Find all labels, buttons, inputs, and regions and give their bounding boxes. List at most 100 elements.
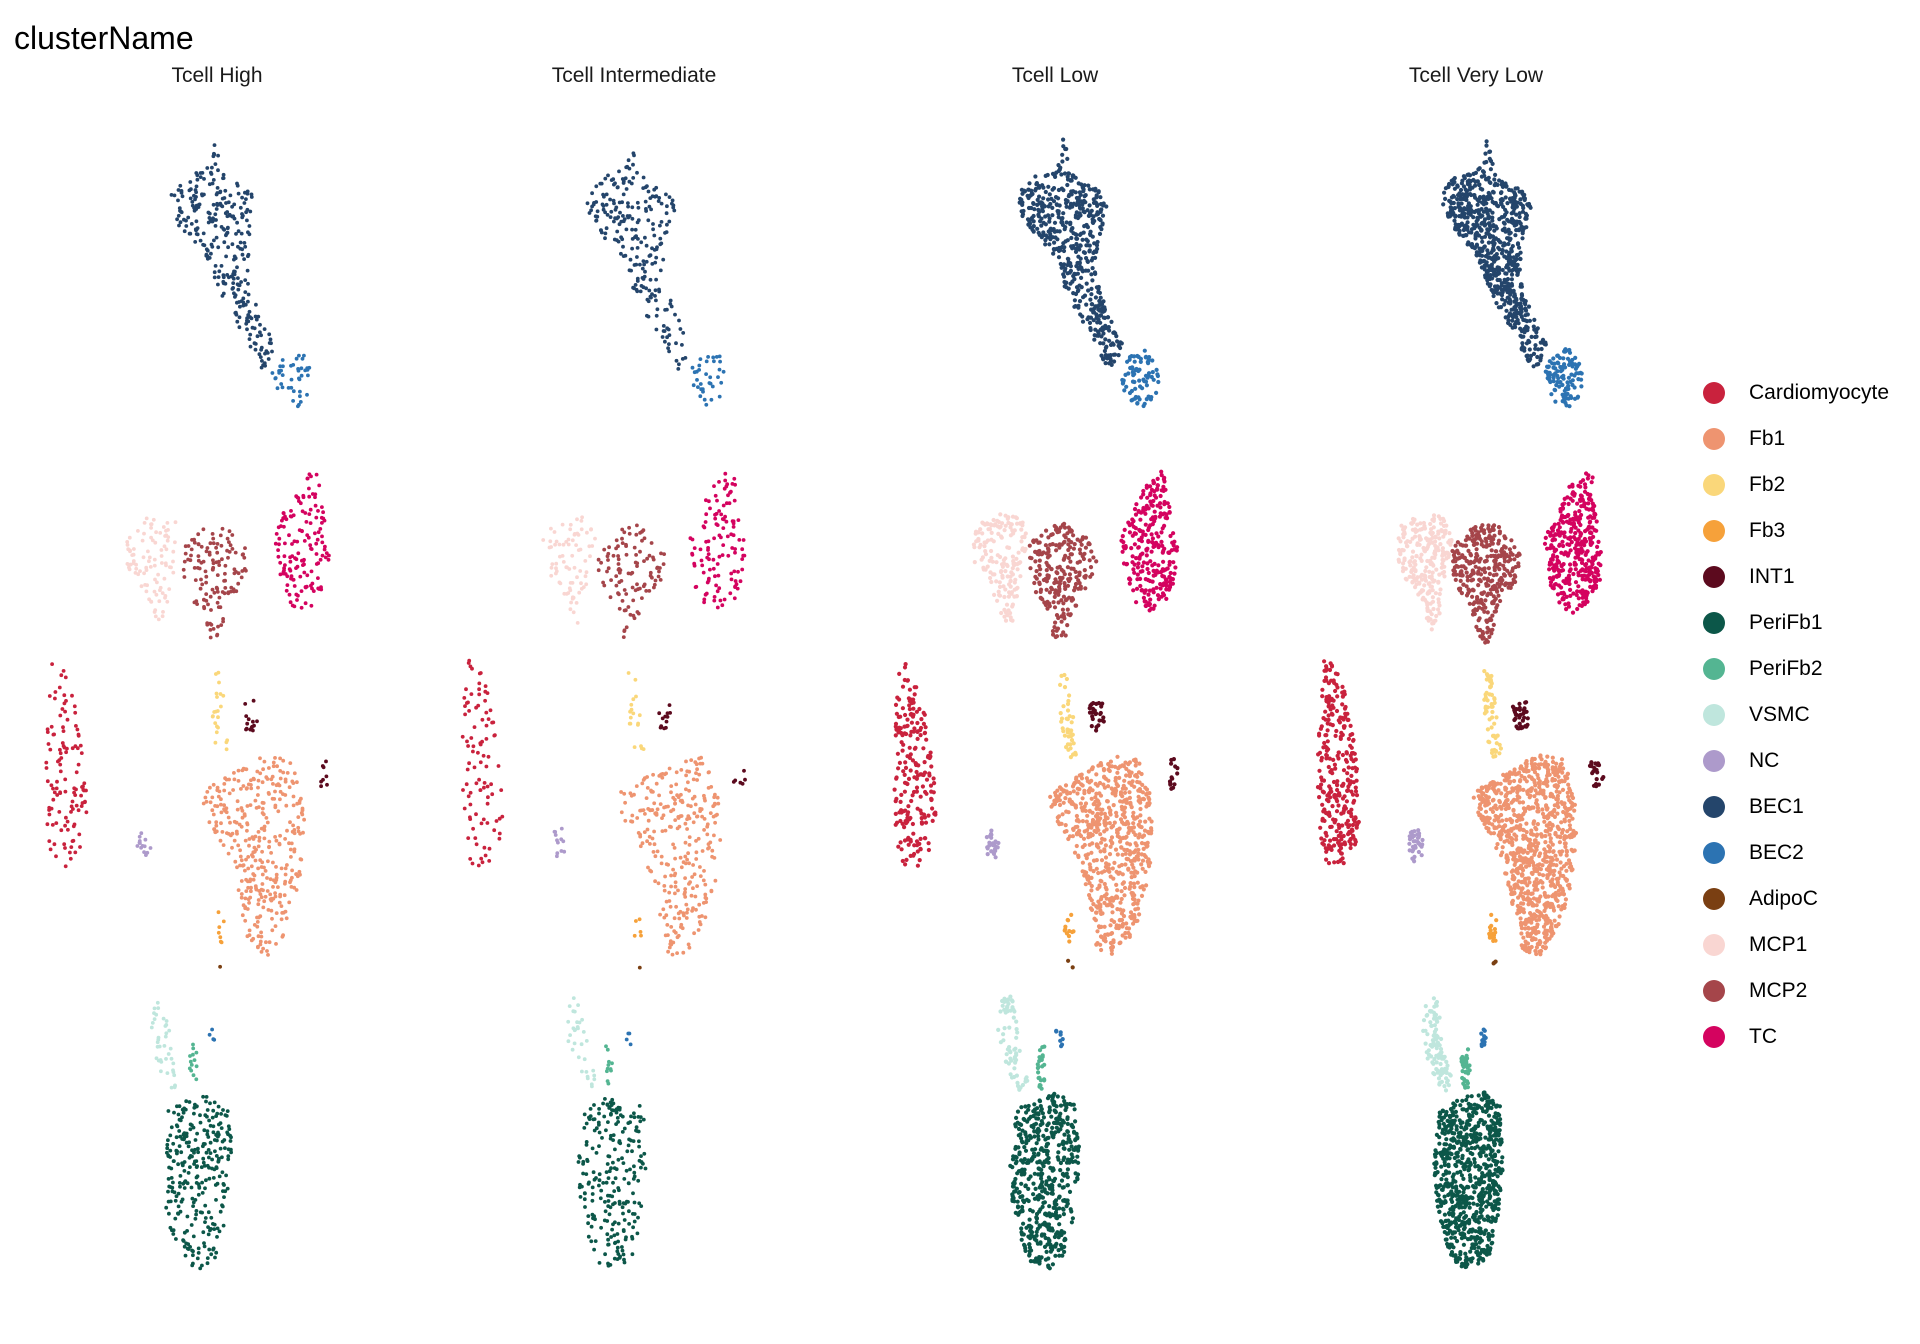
cell-point: [198, 1120, 203, 1125]
cell-point: [994, 579, 999, 584]
cell-point: [1083, 535, 1089, 540]
cell-point: [182, 229, 187, 234]
facet-label: Tcell Low: [1012, 64, 1099, 87]
cell-point: [485, 801, 490, 806]
cell-point: [641, 277, 646, 281]
cell-point: [607, 1059, 611, 1064]
cell-point: [556, 840, 560, 845]
cell-point: [608, 1136, 613, 1141]
cell-point: [1146, 830, 1151, 835]
cell-point: [176, 198, 180, 203]
cell-point: [300, 529, 304, 534]
cell-point: [1069, 189, 1074, 194]
cell-point: [141, 555, 146, 560]
cell-point: [220, 1204, 225, 1209]
cell-point: [609, 1111, 613, 1116]
cell-point: [278, 364, 283, 369]
cell-point: [1113, 778, 1118, 783]
cell-point: [300, 509, 305, 514]
cell-point: [201, 1230, 206, 1235]
cell-point: [223, 211, 228, 216]
cell-point: [631, 711, 636, 716]
cell-point: [1124, 797, 1129, 802]
cell-point: [680, 926, 685, 931]
cell-point: [599, 560, 603, 565]
cell-point: [246, 252, 251, 257]
cell-point: [214, 691, 219, 696]
cell-point: [249, 864, 254, 869]
cell-point: [468, 857, 473, 861]
cell-point: [1159, 569, 1164, 574]
cell-point: [1041, 203, 1046, 208]
cell-point: [193, 578, 198, 582]
cell-point: [236, 779, 241, 783]
cell-point: [1141, 595, 1146, 601]
cell-point: [621, 635, 626, 639]
cell-point: [249, 938, 254, 943]
cell-point: [258, 892, 263, 896]
cell-point: [1010, 618, 1015, 623]
cell-point: [691, 383, 696, 388]
cell-point: [667, 333, 672, 337]
cell-point: [193, 1147, 197, 1152]
cell-point: [176, 1211, 180, 1216]
cell-point: [265, 876, 269, 880]
cell-point: [316, 530, 321, 535]
cell-point: [1000, 521, 1005, 526]
cell-point: [171, 559, 175, 564]
cell-point: [1037, 540, 1042, 545]
cell-point: [1053, 174, 1058, 179]
cell-point: [907, 707, 912, 712]
cell-point: [184, 1099, 189, 1104]
cell-point: [908, 839, 913, 844]
cell-point: [912, 726, 917, 731]
cell-point: [309, 603, 314, 608]
cell-point: [131, 561, 136, 566]
cell-point: [219, 821, 223, 826]
cell-point: [732, 498, 737, 503]
cell-point: [156, 1058, 161, 1063]
cell-point: [678, 855, 683, 860]
cell-point: [49, 783, 54, 788]
cell-point: [185, 1214, 190, 1219]
cell-point: [285, 771, 290, 775]
cell-point: [704, 896, 709, 901]
cell-point: [231, 281, 236, 285]
cell-point: [262, 865, 266, 870]
cell-point: [1082, 250, 1087, 255]
cell-point: [702, 600, 706, 605]
cell-point: [1078, 801, 1083, 806]
cluster-fb1: [201, 756, 306, 957]
cell-point: [1045, 573, 1050, 578]
cell-point: [1047, 192, 1052, 197]
cell-point: [731, 525, 736, 529]
cell-point: [1043, 222, 1048, 227]
cell-point: [173, 1198, 178, 1203]
cell-point: [236, 276, 240, 280]
cell-point: [1100, 836, 1105, 842]
cell-point: [62, 701, 67, 706]
cell-point: [218, 964, 223, 969]
cell-point: [1015, 521, 1020, 526]
cell-point: [1079, 231, 1084, 236]
cell-point: [292, 771, 297, 776]
cell-point: [632, 933, 637, 938]
cell-point: [1086, 769, 1091, 774]
cell-point: [584, 582, 589, 587]
cell-point: [696, 836, 701, 841]
cell-point: [1096, 189, 1101, 194]
cell-point: [1175, 771, 1180, 776]
cell-point: [202, 1164, 207, 1168]
cluster-bec2: [624, 1031, 633, 1047]
cell-point: [267, 940, 272, 945]
cell-point: [231, 276, 236, 281]
cell-point: [1148, 597, 1153, 602]
cell-point: [1139, 841, 1145, 846]
cell-point: [244, 568, 248, 573]
cell-point: [1142, 401, 1147, 406]
cell-point: [1010, 554, 1015, 559]
cell-point: [621, 214, 625, 218]
cell-point: [292, 828, 297, 832]
cell-point: [257, 352, 262, 357]
cell-point: [1060, 159, 1065, 164]
